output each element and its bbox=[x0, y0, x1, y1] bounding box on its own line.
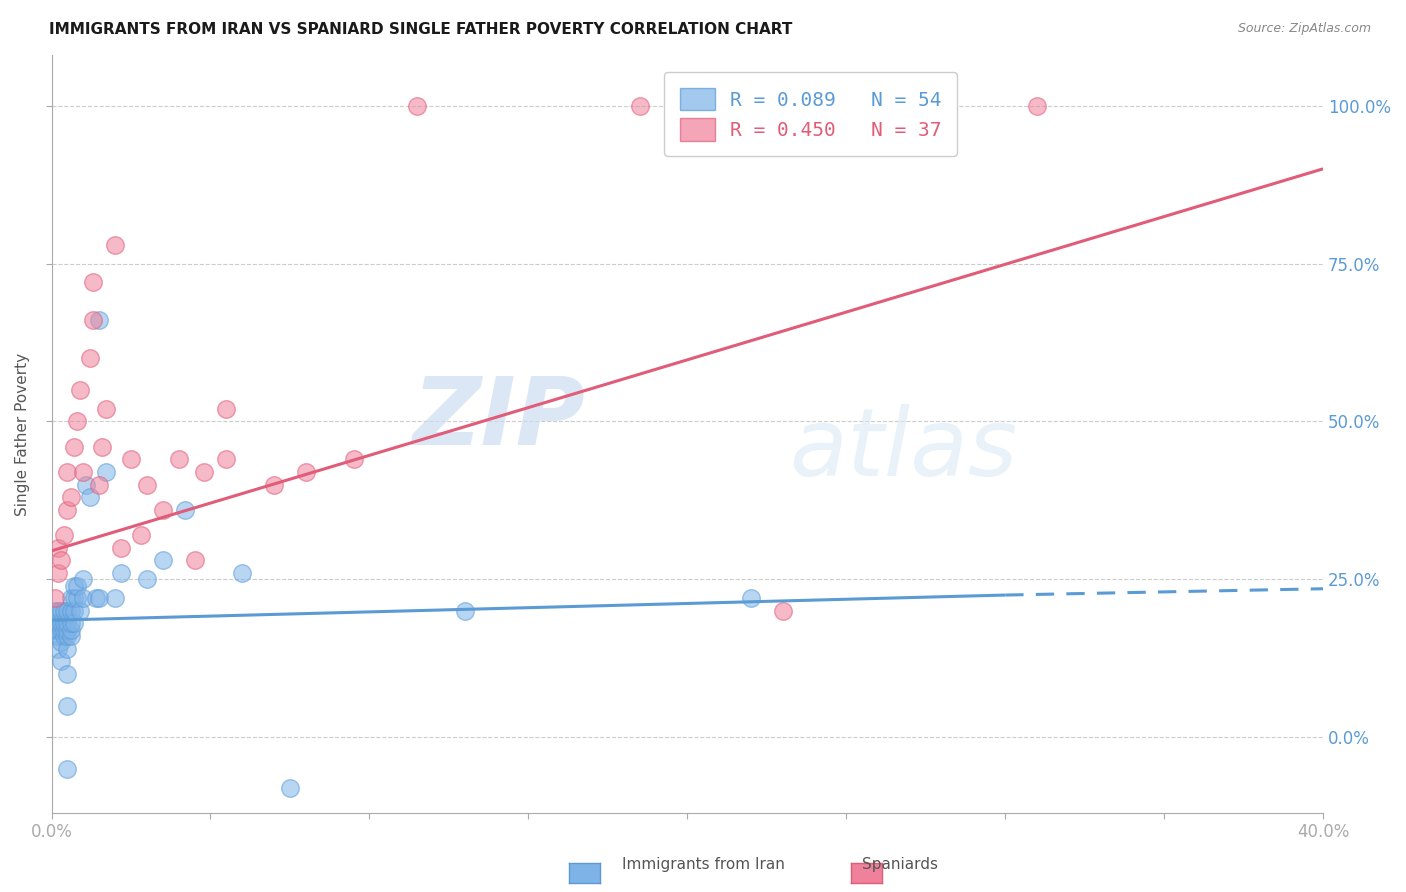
Point bbox=[152, 503, 174, 517]
Point bbox=[59, 623, 82, 637]
Point bbox=[82, 313, 104, 327]
Point bbox=[56, 616, 79, 631]
Point bbox=[167, 452, 190, 467]
Point bbox=[110, 541, 132, 555]
Point bbox=[110, 566, 132, 580]
Point bbox=[120, 452, 142, 467]
Point bbox=[89, 591, 111, 606]
Point bbox=[406, 98, 429, 112]
Point bbox=[56, 641, 79, 656]
Point bbox=[94, 401, 117, 416]
Point bbox=[56, 604, 79, 618]
Point bbox=[79, 490, 101, 504]
Point bbox=[62, 591, 84, 606]
Point bbox=[53, 528, 76, 542]
Point bbox=[46, 616, 69, 631]
Point bbox=[215, 401, 238, 416]
Point bbox=[46, 604, 69, 618]
Point bbox=[69, 383, 91, 397]
Point bbox=[82, 276, 104, 290]
Point bbox=[72, 465, 94, 479]
Point bbox=[66, 414, 89, 428]
Point bbox=[49, 616, 72, 631]
Point bbox=[49, 623, 72, 637]
Point bbox=[56, 629, 79, 643]
Point bbox=[49, 604, 72, 618]
Point bbox=[193, 465, 215, 479]
Point bbox=[59, 591, 82, 606]
Point bbox=[46, 629, 69, 643]
Point bbox=[231, 566, 253, 580]
Point bbox=[56, 503, 79, 517]
Point bbox=[56, 623, 79, 637]
Point bbox=[91, 440, 114, 454]
Point bbox=[56, 698, 79, 713]
Point bbox=[62, 604, 84, 618]
Point bbox=[59, 616, 82, 631]
Text: IMMIGRANTS FROM IRAN VS SPANIARD SINGLE FATHER POVERTY CORRELATION CHART: IMMIGRANTS FROM IRAN VS SPANIARD SINGLE … bbox=[49, 22, 793, 37]
Point bbox=[342, 452, 364, 467]
Point bbox=[59, 604, 82, 618]
Point bbox=[46, 566, 69, 580]
Point bbox=[135, 477, 157, 491]
Point bbox=[183, 553, 205, 567]
Point bbox=[772, 604, 794, 618]
Point bbox=[72, 591, 94, 606]
Point bbox=[79, 351, 101, 366]
Point bbox=[56, 465, 79, 479]
Point bbox=[278, 780, 301, 795]
Point bbox=[53, 623, 76, 637]
Point bbox=[72, 572, 94, 586]
Legend: R = 0.089   N = 54, R = 0.450   N = 37: R = 0.089 N = 54, R = 0.450 N = 37 bbox=[664, 72, 957, 156]
Point bbox=[44, 604, 66, 618]
Point bbox=[135, 572, 157, 586]
Point bbox=[89, 477, 111, 491]
Point bbox=[84, 591, 107, 606]
Text: ZIP: ZIP bbox=[413, 373, 586, 465]
Point bbox=[53, 629, 76, 643]
Point bbox=[49, 635, 72, 649]
Text: Spaniards: Spaniards bbox=[862, 857, 938, 872]
Point bbox=[53, 604, 76, 618]
Point bbox=[129, 528, 152, 542]
Point bbox=[94, 465, 117, 479]
Point bbox=[1026, 98, 1049, 112]
Point bbox=[56, 762, 79, 776]
Point bbox=[53, 616, 76, 631]
Point bbox=[152, 553, 174, 567]
Point bbox=[104, 591, 127, 606]
Point bbox=[49, 553, 72, 567]
Point bbox=[46, 641, 69, 656]
Text: Immigrants from Iran: Immigrants from Iran bbox=[621, 857, 785, 872]
Point bbox=[76, 477, 98, 491]
Text: atlas: atlas bbox=[789, 404, 1018, 495]
Point bbox=[62, 440, 84, 454]
Point bbox=[62, 578, 84, 592]
Point bbox=[59, 629, 82, 643]
Point bbox=[66, 578, 89, 592]
Point bbox=[66, 591, 89, 606]
Point bbox=[263, 477, 285, 491]
Point bbox=[49, 654, 72, 668]
Point bbox=[104, 237, 127, 252]
Point bbox=[44, 591, 66, 606]
Text: Source: ZipAtlas.com: Source: ZipAtlas.com bbox=[1237, 22, 1371, 36]
Point bbox=[628, 98, 651, 112]
Point bbox=[46, 623, 69, 637]
Point bbox=[69, 604, 91, 618]
Point bbox=[89, 313, 111, 327]
Point bbox=[59, 490, 82, 504]
Y-axis label: Single Father Poverty: Single Father Poverty bbox=[15, 352, 30, 516]
Point bbox=[56, 667, 79, 681]
Point bbox=[174, 503, 197, 517]
Point bbox=[46, 541, 69, 555]
Point bbox=[740, 591, 762, 606]
Point bbox=[215, 452, 238, 467]
Point bbox=[295, 465, 318, 479]
Point bbox=[803, 98, 825, 112]
Point bbox=[44, 616, 66, 631]
Point bbox=[62, 616, 84, 631]
Point bbox=[44, 623, 66, 637]
Point bbox=[454, 604, 477, 618]
